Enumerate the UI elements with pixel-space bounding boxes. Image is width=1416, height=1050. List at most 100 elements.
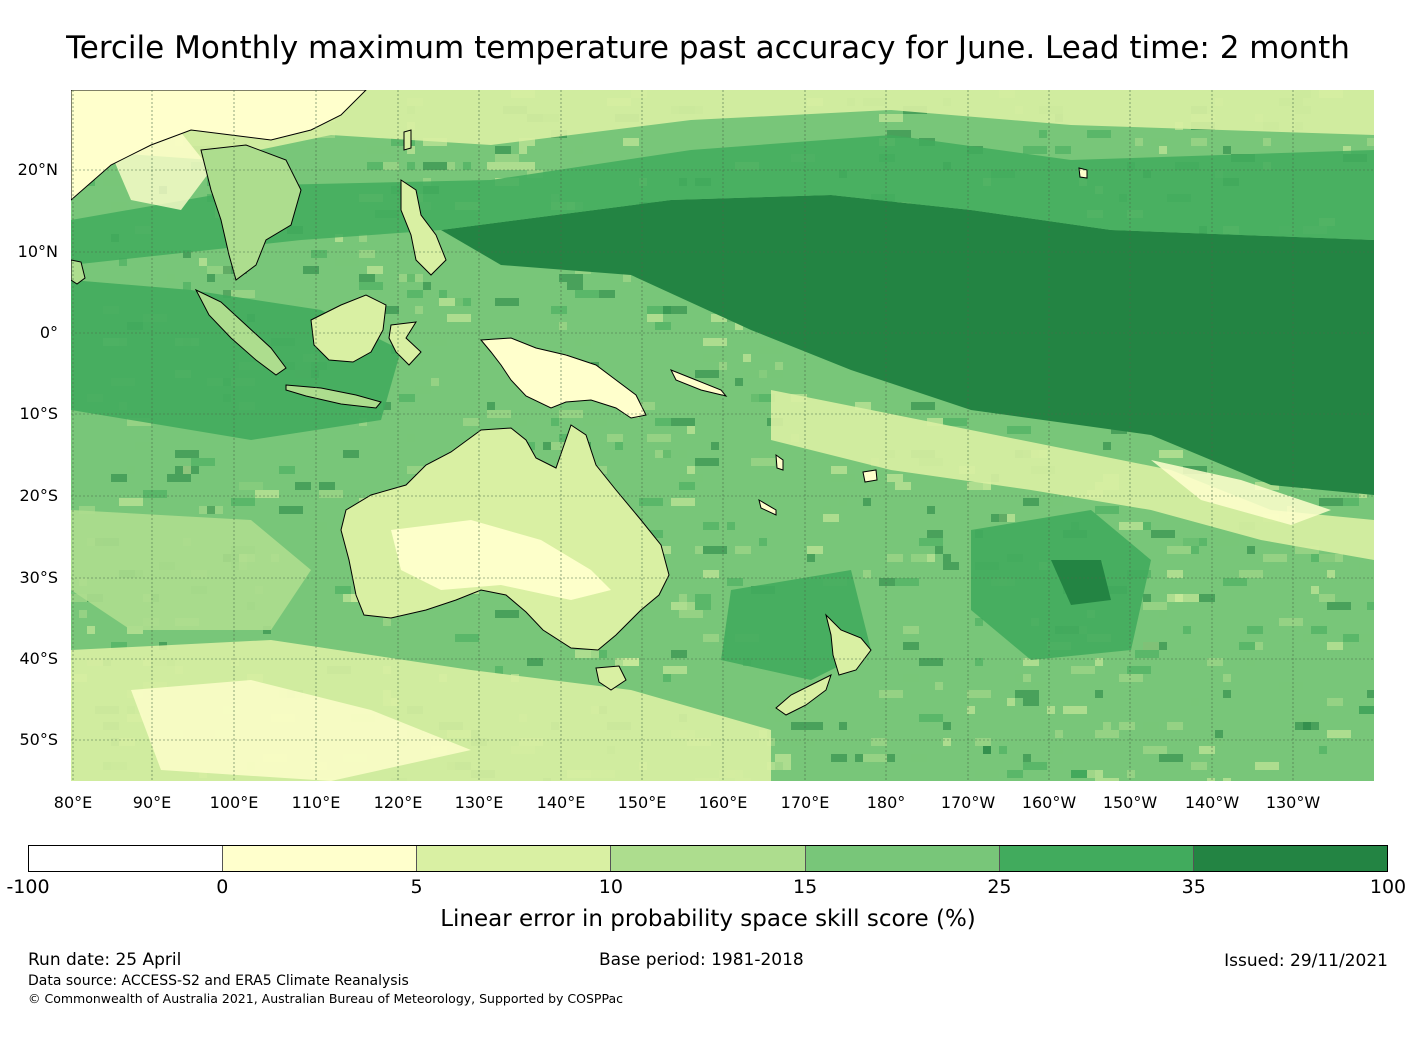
skill-cell <box>1327 642 1343 650</box>
skill-cell <box>1191 698 1199 706</box>
skill-cell <box>175 450 199 458</box>
skill-cell <box>79 610 87 618</box>
graticule <box>71 90 1374 781</box>
skill-cell <box>231 498 255 506</box>
skill-cell <box>423 290 431 298</box>
skill-cell <box>303 266 319 274</box>
skill-cell <box>735 378 743 386</box>
skill-cell <box>1055 122 1071 130</box>
data-source: Data source: ACCESS-S2 and ERA5 Climate … <box>28 973 409 989</box>
skill-cell <box>679 474 703 482</box>
skill-cell <box>1143 746 1167 754</box>
skill-cell <box>1159 610 1167 618</box>
skill-cell <box>919 714 943 722</box>
skill-cell <box>759 346 783 354</box>
skill-cell <box>943 738 951 746</box>
skill-cell <box>1143 602 1167 610</box>
skill-cell <box>1143 642 1159 650</box>
skill-cell <box>1255 762 1279 770</box>
skill-cell <box>999 746 1007 754</box>
longitude-label: 130°E <box>454 793 504 812</box>
skill-cell <box>751 394 775 402</box>
skill-cell <box>1015 690 1039 698</box>
skill-cell <box>727 522 735 530</box>
colorbar-segment <box>1193 846 1387 871</box>
skill-cell <box>447 162 455 170</box>
tasmania <box>595 665 627 691</box>
skill-cell <box>703 522 719 530</box>
skill-cell <box>399 394 415 402</box>
latitude-label: 30°S <box>19 568 58 587</box>
skill-cell <box>575 650 599 658</box>
new-guinea <box>479 337 647 419</box>
longitude-label: 140°W <box>1184 793 1240 812</box>
skill-cell <box>239 290 255 298</box>
skill-cell <box>383 306 399 314</box>
skill-cell <box>863 754 887 762</box>
skill-cell <box>623 274 631 282</box>
skill-cell <box>839 722 847 730</box>
longitude-label: 110°E <box>291 793 341 812</box>
skill-cell <box>975 658 983 666</box>
skill-cell <box>1327 602 1351 610</box>
skill-cell <box>855 754 863 762</box>
skill-cell <box>751 458 775 466</box>
skill-cell <box>919 554 927 562</box>
zone-north-light <box>71 90 1374 160</box>
skill-cell <box>887 130 911 138</box>
zone-southern-ocean-pale <box>131 680 471 781</box>
skill-cell <box>983 746 991 754</box>
skill-cell <box>927 506 935 514</box>
colorbar-tick-label: 100 <box>1369 876 1407 898</box>
skill-cell <box>367 266 383 274</box>
skill-cell <box>1007 698 1015 706</box>
skill-cell <box>895 650 919 658</box>
skill-cell <box>1279 682 1303 690</box>
skill-cell <box>479 346 487 354</box>
skill-cell <box>495 610 519 618</box>
skill-cell <box>807 570 831 578</box>
skill-cell <box>1023 658 1039 666</box>
skill-cell <box>871 738 887 746</box>
longitude-label: 140°E <box>536 793 586 812</box>
skill-cell <box>439 290 447 298</box>
skill-cell <box>975 770 999 778</box>
skill-cell <box>1167 722 1183 730</box>
skill-cell <box>1167 570 1183 578</box>
skill-cell <box>1303 722 1319 730</box>
skill-cell <box>335 234 343 242</box>
longitude-label: 160°W <box>1021 793 1077 812</box>
skill-cell <box>687 602 711 610</box>
skill-cell <box>495 154 519 162</box>
skill-cell <box>1007 770 1023 778</box>
skill-cell <box>1007 426 1031 434</box>
skill-cell <box>319 490 343 498</box>
skill-cell <box>855 402 871 410</box>
skill-cell <box>1327 570 1335 578</box>
issued-date: Issued: 29/11/2021 <box>1224 951 1388 971</box>
skill-cell <box>1215 730 1223 738</box>
longitude-label: 150°E <box>617 793 667 812</box>
longitude-label: 180° <box>866 793 906 812</box>
skill-cell <box>911 554 919 562</box>
skill-cell <box>1103 722 1111 730</box>
skill-cell <box>119 258 127 266</box>
skill-cell <box>439 298 463 306</box>
skill-cell <box>991 514 1007 522</box>
latitude-label: 20°N <box>17 160 58 179</box>
skill-cell <box>279 506 303 514</box>
skill-cell <box>767 762 791 770</box>
skill-cell <box>1367 602 1374 610</box>
skill-cell <box>663 674 671 682</box>
skill-cell <box>1127 666 1151 674</box>
skill-cell <box>663 666 687 674</box>
skill-cell <box>879 114 903 122</box>
sulawesi <box>388 321 422 366</box>
colorbar-tick-label: -100 <box>6 876 50 898</box>
australia-interior-pale <box>391 520 611 600</box>
skill-cell <box>71 594 87 602</box>
skill-cell <box>279 466 295 474</box>
skill-cell <box>407 434 415 442</box>
skill-cell <box>167 474 191 482</box>
skill-cell <box>1087 130 1111 138</box>
